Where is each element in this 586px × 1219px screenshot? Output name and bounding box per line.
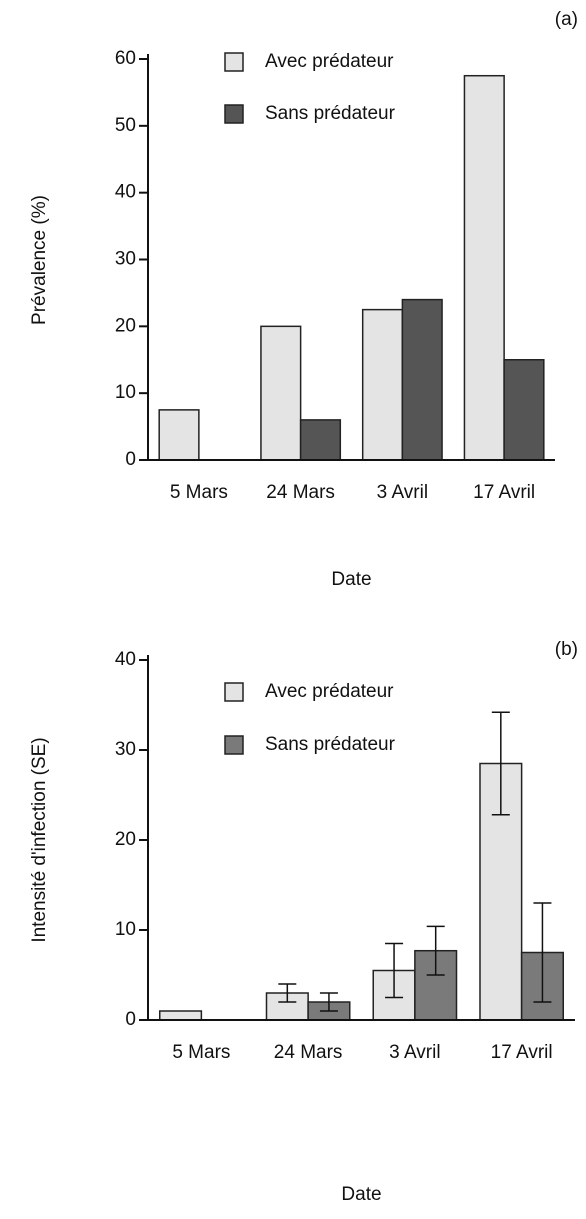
x-tick-label: 24 Mars (274, 1042, 343, 1063)
legend-label: Avec prédateur (265, 681, 394, 702)
y-tick-label: 40 (115, 182, 136, 203)
x-tick-label: 5 Mars (170, 482, 228, 503)
bar (299, 419, 342, 461)
panel-label: (b) (555, 639, 578, 660)
bar (463, 74, 505, 461)
y-tick-label: 0 (125, 449, 136, 470)
legend-swatch (224, 682, 244, 702)
legend-swatch (224, 104, 244, 124)
legend-swatch (224, 735, 244, 755)
bar (158, 1010, 203, 1021)
x-tick-label: 3 Avril (389, 1042, 440, 1063)
legend-label: Sans prédateur (265, 103, 396, 124)
x-tick-label: 3 Avril (377, 482, 428, 503)
legend-label: Sans prédateur (265, 734, 396, 755)
bar (158, 409, 200, 461)
y-tick-label: 10 (115, 919, 136, 940)
bar (401, 298, 443, 461)
y-tick-label: 20 (115, 829, 136, 850)
y-tick-label: 10 (115, 382, 136, 403)
y-tick-label: 20 (115, 315, 136, 336)
y-tick-label: 60 (115, 48, 136, 69)
y-tick-label: 0 (125, 1009, 136, 1030)
bar (260, 325, 302, 461)
y-tick-label: 30 (115, 249, 136, 270)
x-tick-label: 17 Avril (491, 1042, 553, 1063)
panel-label: (a) (555, 9, 578, 30)
bar (361, 308, 404, 461)
x-tick-label: 17 Avril (473, 482, 535, 503)
bar (503, 359, 545, 461)
y-axis-label: Prévalence (%) (29, 195, 50, 325)
x-tick-label: 24 Mars (266, 482, 335, 503)
y-tick-label: 30 (115, 739, 136, 760)
y-tick-label: 40 (115, 649, 136, 670)
y-axis-label: Intensité d'infection (SE) (29, 737, 50, 942)
legend-label: Avec prédateur (265, 51, 394, 72)
x-axis-label: Date (341, 1184, 381, 1205)
y-tick-label: 50 (115, 115, 136, 136)
legend-swatch (224, 52, 244, 72)
x-tick-label: 5 Mars (172, 1042, 230, 1063)
x-axis-label: Date (331, 569, 371, 590)
